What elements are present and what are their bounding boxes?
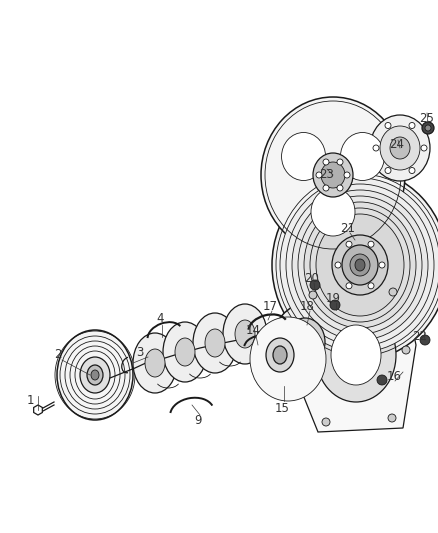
Ellipse shape — [346, 241, 352, 247]
Ellipse shape — [295, 330, 315, 354]
Text: 23: 23 — [320, 168, 335, 182]
Ellipse shape — [313, 153, 353, 197]
Ellipse shape — [57, 330, 133, 420]
Ellipse shape — [205, 329, 225, 357]
Ellipse shape — [256, 325, 312, 389]
Ellipse shape — [385, 167, 391, 174]
Text: 21: 21 — [340, 222, 356, 235]
Ellipse shape — [337, 185, 343, 191]
Ellipse shape — [273, 304, 337, 380]
Polygon shape — [34, 405, 42, 415]
Ellipse shape — [259, 329, 305, 383]
Ellipse shape — [262, 333, 298, 377]
Polygon shape — [293, 282, 416, 432]
Ellipse shape — [355, 259, 365, 271]
Ellipse shape — [316, 172, 322, 178]
Ellipse shape — [266, 338, 294, 372]
Ellipse shape — [80, 357, 110, 393]
Ellipse shape — [373, 145, 379, 151]
Text: 18: 18 — [300, 300, 314, 312]
Ellipse shape — [425, 125, 431, 131]
Ellipse shape — [346, 283, 352, 289]
Text: 2: 2 — [54, 349, 62, 361]
Ellipse shape — [292, 190, 428, 340]
Ellipse shape — [380, 126, 420, 170]
Ellipse shape — [337, 159, 343, 165]
Ellipse shape — [368, 241, 374, 247]
Ellipse shape — [332, 235, 388, 295]
Ellipse shape — [340, 133, 385, 181]
Ellipse shape — [285, 318, 325, 366]
Ellipse shape — [321, 162, 345, 188]
Ellipse shape — [344, 172, 350, 178]
Ellipse shape — [310, 280, 320, 290]
Text: 22: 22 — [413, 329, 427, 343]
Ellipse shape — [402, 346, 410, 354]
Text: 4: 4 — [156, 311, 164, 325]
Ellipse shape — [316, 308, 396, 402]
Ellipse shape — [323, 185, 329, 191]
Text: 3: 3 — [136, 346, 144, 359]
Text: 1: 1 — [26, 393, 34, 407]
Ellipse shape — [421, 145, 427, 151]
Ellipse shape — [389, 288, 397, 296]
Text: 14: 14 — [246, 324, 261, 336]
Ellipse shape — [316, 214, 404, 316]
Ellipse shape — [379, 262, 385, 268]
Ellipse shape — [145, 349, 165, 377]
Ellipse shape — [390, 137, 410, 159]
Ellipse shape — [368, 283, 374, 289]
Ellipse shape — [133, 333, 177, 393]
Ellipse shape — [235, 320, 255, 348]
Text: 9: 9 — [194, 414, 202, 426]
Ellipse shape — [422, 122, 434, 134]
Ellipse shape — [331, 325, 381, 385]
Ellipse shape — [272, 170, 438, 360]
Ellipse shape — [377, 375, 387, 385]
Text: 17: 17 — [262, 300, 278, 312]
Text: 16: 16 — [386, 369, 402, 383]
Ellipse shape — [163, 322, 207, 382]
Ellipse shape — [296, 364, 304, 372]
Ellipse shape — [385, 123, 391, 128]
Ellipse shape — [250, 317, 326, 401]
Ellipse shape — [309, 291, 317, 299]
Text: 24: 24 — [389, 139, 405, 151]
Ellipse shape — [304, 202, 416, 328]
Ellipse shape — [388, 414, 396, 422]
Ellipse shape — [323, 159, 329, 165]
Ellipse shape — [261, 97, 405, 253]
Ellipse shape — [311, 188, 355, 236]
Ellipse shape — [223, 304, 267, 364]
Ellipse shape — [335, 262, 341, 268]
Ellipse shape — [87, 365, 103, 385]
Ellipse shape — [409, 167, 415, 174]
Text: 20: 20 — [304, 271, 319, 285]
Ellipse shape — [342, 245, 378, 285]
Ellipse shape — [280, 178, 438, 352]
Text: 19: 19 — [325, 292, 340, 304]
Text: 25: 25 — [420, 111, 434, 125]
Ellipse shape — [409, 123, 415, 128]
Ellipse shape — [420, 335, 430, 345]
Ellipse shape — [273, 346, 287, 364]
Ellipse shape — [193, 313, 237, 373]
Ellipse shape — [91, 370, 99, 380]
Text: 15: 15 — [275, 401, 290, 415]
Ellipse shape — [350, 254, 370, 276]
Ellipse shape — [330, 300, 340, 310]
Ellipse shape — [282, 133, 325, 181]
Ellipse shape — [175, 338, 195, 366]
Ellipse shape — [370, 115, 430, 181]
Ellipse shape — [322, 418, 330, 426]
Ellipse shape — [253, 321, 319, 395]
